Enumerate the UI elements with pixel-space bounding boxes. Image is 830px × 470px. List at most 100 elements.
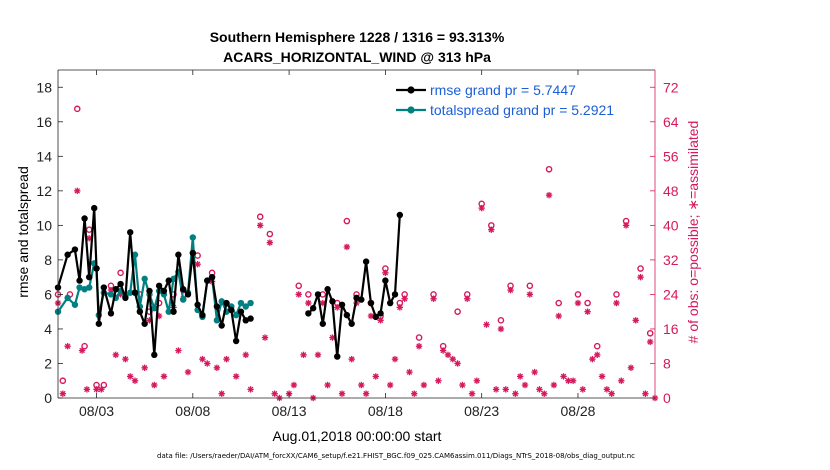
spread-point <box>85 284 93 291</box>
rmse-point <box>170 308 177 315</box>
obs-assimilated-marker <box>204 360 211 367</box>
y-tick-label: 4 <box>44 321 52 337</box>
rmse-point <box>95 320 103 327</box>
obs-assimilated-marker <box>449 355 456 363</box>
y-axis-right-label: # of obs: o=possible; ∗=assimilated <box>685 121 701 344</box>
obs-assimilated-marker <box>382 269 389 277</box>
rmse-point <box>136 308 144 315</box>
obs-assimilated-marker <box>541 390 548 397</box>
obs-possible-marker <box>593 342 601 350</box>
spread-point <box>64 294 71 302</box>
obs-assimilated-marker <box>473 377 481 384</box>
spread-point <box>218 298 225 305</box>
obs-possible-marker <box>584 299 591 307</box>
rmse-point <box>151 351 158 359</box>
obs-assimilated-marker <box>613 299 620 307</box>
obs-assimilated-marker <box>637 273 644 281</box>
obs-assimilated-marker <box>396 304 404 311</box>
legend-spread-marker <box>407 106 415 114</box>
rmse-line <box>56 207 401 358</box>
obs-possible-marker <box>526 282 534 290</box>
y-right-tick-label: 56 <box>663 148 679 164</box>
y-tick-label: 6 <box>44 286 52 302</box>
legend: rmse grand pr = 5.7447 totalspread grand… <box>392 78 642 124</box>
obs-assimilated-marker <box>175 347 182 354</box>
rmse-point <box>247 315 254 322</box>
chart-subtitle: ACARS_HORIZONTAL_WIND @ 313 hPa <box>223 49 491 65</box>
obs-assimilated-marker <box>131 377 139 384</box>
obs-assimilated-marker <box>589 355 596 363</box>
obs-assimilated-marker <box>218 390 225 397</box>
obs-assimilated-marker <box>314 351 322 359</box>
obs-assimilated-marker <box>266 239 274 246</box>
obs-assimilated-marker <box>468 390 476 397</box>
obs-assimilated-marker <box>324 381 331 389</box>
obs-assimilated-marker <box>622 222 630 229</box>
obs-assimilated-marker <box>151 381 158 389</box>
legend-spread-label: totalspread grand pr = 5.2921 <box>430 102 614 118</box>
obs-assimilated-marker <box>526 291 534 298</box>
x-tick-label: 08/18 <box>368 403 403 419</box>
rmse-point <box>213 303 221 310</box>
obs-assimilated-marker <box>439 347 447 354</box>
obs-assimilated-marker <box>642 390 649 397</box>
rmse-point <box>372 313 379 321</box>
rmse-point <box>194 301 201 308</box>
obs-assimilated-marker <box>492 386 500 393</box>
obs-possible-marker <box>574 291 582 298</box>
rmse-point <box>122 294 129 302</box>
rmse-point <box>367 299 375 307</box>
y-right-tick-label: 40 <box>663 217 679 233</box>
obs-assimilated-marker <box>521 381 529 389</box>
obs-possible-marker <box>59 377 67 385</box>
y-tick-label: 18 <box>36 79 52 95</box>
rmse-point <box>85 273 93 281</box>
rmse-point <box>117 280 124 288</box>
legend-box <box>392 78 642 124</box>
rmse-point <box>324 286 331 293</box>
spread-point <box>189 234 197 241</box>
rmse-point <box>319 320 326 327</box>
obs-assimilated-marker <box>348 355 355 363</box>
obs-assimilated-marker <box>545 191 553 199</box>
obs-assimilated-marker <box>512 390 519 397</box>
rmse-point <box>208 273 216 281</box>
rmse-point <box>242 317 249 324</box>
spread-point <box>107 291 115 298</box>
rmse-point <box>228 306 235 314</box>
obs-assimilated-marker <box>377 317 384 324</box>
rmse-point <box>165 277 172 284</box>
obs-assimilated-marker <box>646 338 654 346</box>
obs-possible-marker <box>343 217 351 225</box>
rmse-point <box>353 294 360 302</box>
obs-assimilated-marker <box>478 204 485 212</box>
rmse-point <box>232 337 240 345</box>
x-tick-label: 08/03 <box>79 403 114 419</box>
rmse-point <box>160 287 168 295</box>
obs-possible-marker <box>266 230 274 238</box>
y-right-tick-label: 24 <box>663 286 679 302</box>
y-right-tick-label: 72 <box>663 79 679 95</box>
obs-assimilated-marker <box>531 368 538 376</box>
obs-possible-marker <box>454 308 461 315</box>
plot-background <box>58 70 655 398</box>
chart-title: Southern Hemisphere 1228 / 1316 = 93.313… <box>210 29 505 45</box>
obs-possible-marker <box>117 269 124 277</box>
obs-assimilated-marker <box>598 373 606 380</box>
x-axis-label: Aug.01,2018 00:00:00 start <box>273 428 442 444</box>
rmse-point <box>218 322 225 329</box>
obs-assimilated-marker <box>223 355 230 363</box>
obs-possible-marker <box>73 105 81 113</box>
obs-assimilated-marker <box>550 381 558 389</box>
obs-assimilated-marker <box>300 351 307 359</box>
obs-possible-marker <box>646 329 654 337</box>
obs-assimilated-marker <box>242 351 249 359</box>
series-layer <box>54 204 404 360</box>
y-tick-label: 0 <box>44 390 52 406</box>
obs-possible-marker <box>555 299 563 307</box>
spread-point <box>71 301 79 308</box>
obs-assimilated-marker <box>627 364 635 371</box>
y-tick-label: 16 <box>36 114 52 130</box>
